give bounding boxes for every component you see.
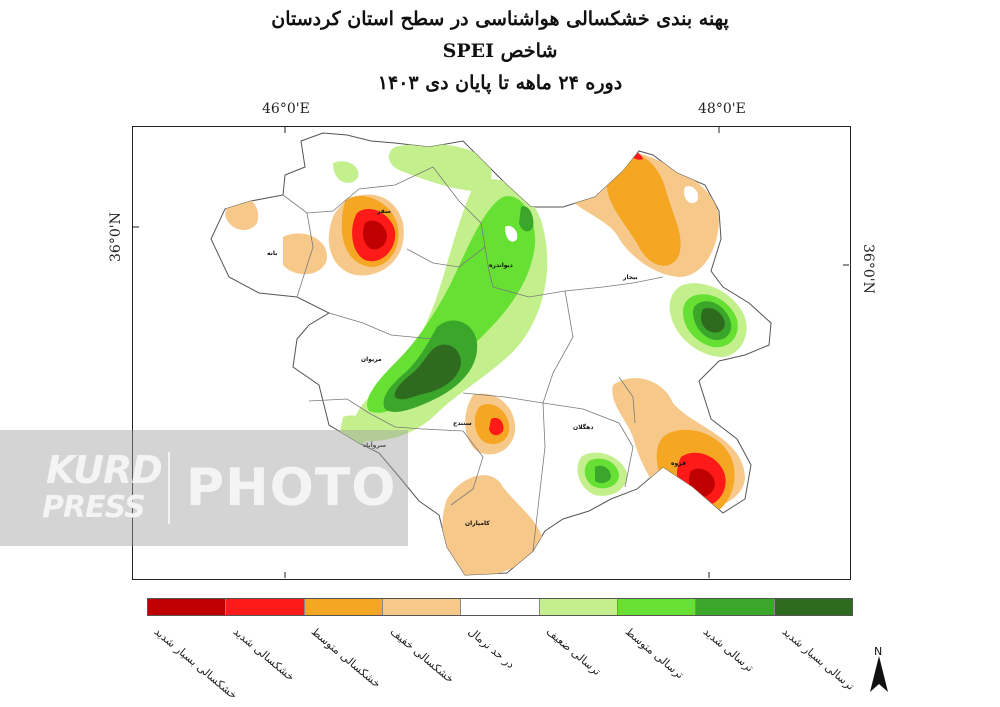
map-subtitle-period: دوره ۲۴ ماهه تا پایان دی ۱۴۰۳: [377, 72, 623, 94]
legend-color-bar: [147, 598, 853, 616]
legend-label-3: خشکسالی خفیف: [387, 625, 457, 686]
city-label-qorveh: قروه: [671, 460, 686, 467]
city-label-bijar: بیجار: [622, 274, 638, 281]
county-borders: [282, 166, 664, 552]
map-frame: سقز بانه دیواندره بیجار مریوان سنندج دهگ…: [132, 126, 851, 580]
zone-moderate-drought: [606, 153, 681, 266]
city-label-kamyaran: کامیاران: [465, 520, 490, 527]
legend-swatch-5: [539, 599, 618, 615]
legend-swatch-8: [774, 599, 852, 615]
zone-very-severe-drought: [363, 220, 387, 250]
legend-label-4: در حد نرمال: [465, 625, 518, 672]
legend-label-8: ترسالی بسیار شدید: [779, 625, 857, 693]
city-label-divandarreh: دیواندره: [489, 262, 513, 269]
zone-weak-wet: [388, 143, 492, 192]
map-title: پهنه بندی خشکسالی هواشناسی در سطح استان …: [271, 8, 729, 30]
legend-swatch-0: [148, 599, 227, 615]
watermark-photo: PHOTO: [186, 458, 397, 518]
zone-moderate-wet: [367, 196, 536, 413]
city-label-dehgolan: دهگلان: [573, 423, 593, 431]
legend-label-2: خشکسالی متوسط: [308, 625, 384, 691]
legend-swatch-3: [382, 599, 462, 615]
legend-swatch-6: [617, 599, 697, 615]
legend-label-6: ترسالی متوسط: [622, 625, 687, 682]
map-subtitle-index: شاخص SPEI: [442, 40, 558, 62]
drought-map: سقز بانه دیواندره بیجار مریوان سنندج دهگ…: [133, 127, 849, 578]
legend-label-5: ترسالی ضعیف: [544, 625, 604, 679]
north-letter: N: [874, 645, 883, 658]
longitude-label-left: 46°0'E: [262, 101, 310, 117]
legend-label-7: ترسالی شدید: [700, 625, 757, 675]
legend-swatch-2: [304, 599, 383, 615]
legend-label-0: خشکسالی بسیار شدید: [151, 625, 240, 702]
city-label-baneh: بانه: [267, 250, 277, 257]
legend-swatch-7: [696, 599, 775, 615]
watermark-band: [0, 430, 408, 546]
watermark-divider: [168, 452, 170, 524]
legend-label-1: خشکسالی شدید: [230, 625, 297, 684]
zone-very-strong-wet: [394, 344, 461, 400]
city-label-marivan: مریوان: [361, 356, 382, 363]
latitude-label-left: 36°0'N: [108, 212, 124, 262]
city-label-saqqez: سقز: [376, 208, 391, 215]
latitude-label-right: 36°0'N: [860, 244, 876, 294]
watermark-press: PRESS: [42, 490, 146, 525]
legend-swatch-4: [461, 599, 540, 615]
longitude-label-right: 48°0'E: [698, 101, 746, 117]
city-label-sarvabad: سروآباد: [363, 440, 386, 449]
legend-swatch-1: [226, 599, 305, 615]
city-label-sanandaj: سنندج: [453, 420, 472, 427]
watermark-kurd: KURD: [46, 448, 163, 492]
north-arrow-icon: [870, 656, 888, 692]
